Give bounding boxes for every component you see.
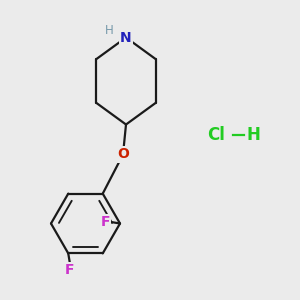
Text: F: F — [65, 263, 74, 277]
Text: H: H — [247, 126, 260, 144]
Text: N: N — [120, 31, 132, 44]
Text: Cl: Cl — [207, 126, 225, 144]
Text: O: O — [117, 148, 129, 161]
Text: F: F — [100, 215, 110, 229]
Text: H: H — [105, 23, 114, 37]
